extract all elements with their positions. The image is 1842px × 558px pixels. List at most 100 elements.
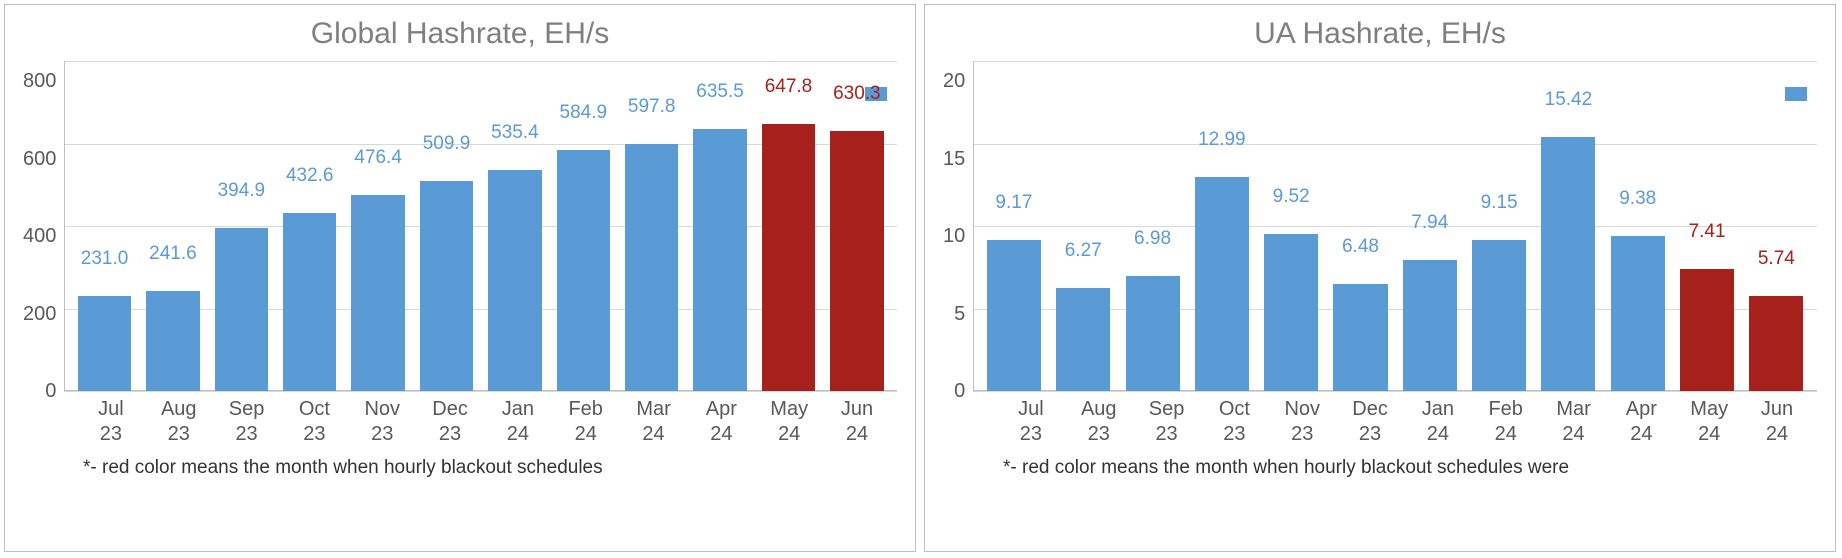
y-tick: 20 [943,71,965,91]
bar-value-label: 9.17 [995,192,1032,216]
bar [830,131,883,391]
x-tick: Jul23 [997,397,1065,447]
bar-value-label: 6.27 [1065,240,1102,264]
x-tick-month: Nov23 [1284,398,1320,445]
x-tick: Jan24 [484,397,552,447]
x-tick-month: May24 [1690,398,1728,445]
bar [1403,260,1457,391]
x-tick: Nov23 [348,397,416,447]
bar-value-label: 15.42 [1545,89,1593,113]
x-tick-month: Nov23 [364,398,400,445]
plot-area: 8006004002000231.0241.6394.9432.6476.450… [23,61,897,391]
x-tick: Jul23 [77,397,145,447]
bar [1333,284,1387,391]
bar [987,240,1041,391]
bar [215,228,268,391]
x-tick: Sep23 [1133,397,1201,447]
bar-col: 6.98 [1118,61,1187,391]
bar-col: 5.74 [1742,61,1811,391]
bars: 231.0241.6394.9432.6476.4509.9535.4584.9… [64,61,897,391]
x-tick-month: Oct23 [299,398,330,445]
bar-col: 535.4 [481,61,549,391]
x-tick-month: Jan24 [502,398,534,445]
bars-area: 231.0241.6394.9432.6476.4509.9535.4584.9… [64,61,897,391]
x-tick: Oct23 [280,397,348,447]
bar-value-label: 635.5 [696,81,744,105]
x-tick: Feb24 [552,397,620,447]
bars-area: 9.17 6.27 6.98 12.99 9.52 6.48 7.94 9.15 15.42 9.… [973,61,1817,391]
bar-col: 6.48 [1326,61,1395,391]
bar-value-label: 6.98 [1134,228,1171,252]
chart-panel-global: Global Hashrate, EH/s8006004002000231.02… [4,4,916,552]
charts-container: Global Hashrate, EH/s8006004002000231.02… [0,0,1842,556]
bar-col: 9.17 [979,61,1048,391]
x-tick: Jun24 [823,397,891,447]
x-tick: Sep23 [213,397,281,447]
bar [1264,234,1318,391]
x-tick-month: Feb24 [1488,398,1522,445]
bar-value-label: 394.9 [218,180,266,204]
x-tick-month: Jan24 [1422,398,1454,445]
bar-col: 630.3 [823,61,891,391]
x-tick-month: Apr24 [706,398,737,445]
bar-col: 432.6 [276,61,344,391]
chart-panel-ua: UA Hashrate, EH/s201510509.176.276.9812.… [924,4,1836,552]
bar-value-label: 241.6 [149,243,197,267]
bar-value-label: 9.15 [1481,192,1518,216]
footnote: *- red color means the month when hourly… [23,457,897,479]
bars: 9.17 6.27 6.98 12.99 9.52 6.48 7.94 9.15 15.42 9.… [973,61,1817,391]
x-tick: Aug23 [145,397,213,447]
bar-col: 6.27 [1049,61,1118,391]
footnote: *- red color means the month when hourly… [943,457,1817,479]
bar-col: 635.5 [686,61,754,391]
bar-value-label: 476.4 [354,147,402,171]
y-tick: 200 [23,304,56,324]
chart-title: UA Hashrate, EH/s [943,17,1817,51]
x-tick-month: Jun24 [841,398,873,445]
y-axis: 8006004002000 [23,61,64,391]
x-tick: Apr24 [687,397,755,447]
bar [351,195,404,392]
bar-value-label: 231.0 [81,248,129,272]
x-tick-month: Jul23 [98,398,124,445]
y-tick: 400 [23,226,56,246]
x-tick: Feb24 [1472,397,1540,447]
x-tick: Jan24 [1404,397,1472,447]
bar-col: 394.9 [207,61,275,391]
bar-col: 9.38 [1603,61,1672,391]
bar [146,291,199,391]
x-tick: May24 [1675,397,1743,447]
bar-value-label: 9.52 [1273,186,1310,210]
bar-col: 9.52 [1257,61,1326,391]
bar-value-label: 12.99 [1198,129,1246,153]
bar-value-label: 9.38 [1619,188,1656,212]
bar [420,181,473,391]
x-tick-month: Sep23 [1149,398,1185,445]
plot-area: 201510509.176.276.9812.999.526.487.949.1… [943,61,1817,391]
x-tick: Dec23 [416,397,484,447]
chart-title: Global Hashrate, EH/s [23,17,897,51]
bar-col: 9.15 [1464,61,1533,391]
bar-col: 231.0 [70,61,138,391]
bar-value-label: 647.8 [765,76,813,100]
bar [625,144,678,391]
bar-col: 597.8 [618,61,686,391]
x-tick: Aug23 [1065,397,1133,447]
bar [1195,177,1249,391]
bar-col: 476.4 [344,61,412,391]
x-tick: May24 [755,397,823,447]
x-axis: Jul23 Aug23 Sep23 Oct23 Nov23 Dec23 Jan24 Feb24… [71,391,897,447]
x-tick-month: Oct23 [1219,398,1250,445]
bar-value-label: 630.3 [833,83,881,107]
bar [78,296,131,391]
bar [488,170,541,391]
y-tick: 600 [23,149,56,169]
bar-col: 7.94 [1395,61,1464,391]
bar-value-label: 7.94 [1411,212,1448,236]
bar-col: 241.6 [139,61,207,391]
bar-value-label: 535.4 [491,122,539,146]
x-tick-month: Apr24 [1626,398,1657,445]
x-tick-month: Sep23 [229,398,265,445]
bar-col: 12.99 [1187,61,1256,391]
bar [693,129,746,391]
